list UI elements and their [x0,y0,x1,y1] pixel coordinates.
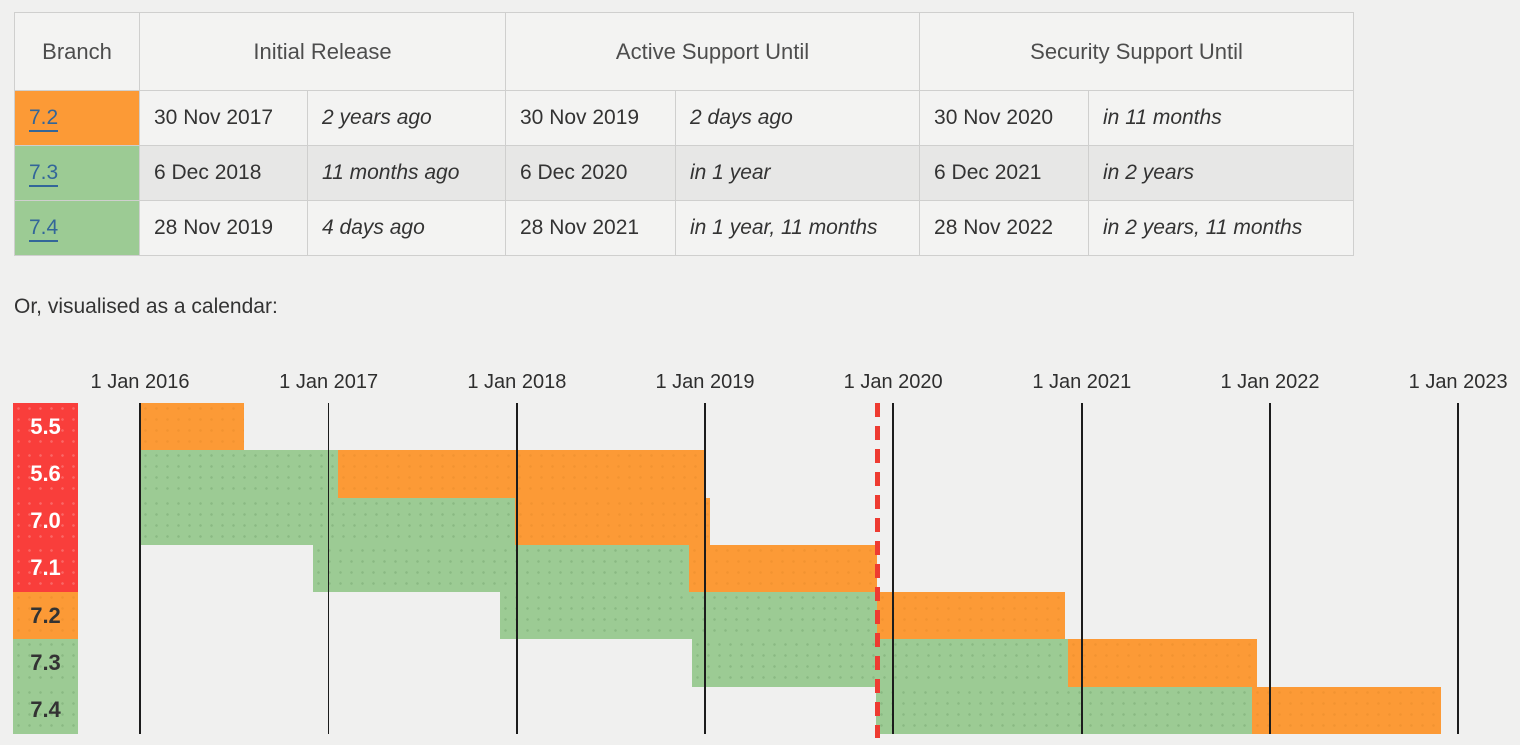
security-support-relative-cell: in 2 years, 11 months [1088,200,1355,256]
version-row-label-5.5: 5.5 [13,403,78,451]
security-support-relative-cell: in 2 years [1088,145,1355,201]
active-support-date-cell: 6 Dec 2020 [505,145,676,201]
gridline-1-Jan-2021 [1081,403,1083,734]
supported-versions-table: Branch Initial Release Active Support Un… [14,12,1355,256]
gridline-1-Jan-2019 [704,403,706,734]
security-support-relative-cell: in 11 months [1088,90,1355,146]
version-row-label-7.0: 7.0 [13,497,78,545]
bar-segment-7.0-active [140,497,515,545]
version-row-label-7.4: 7.4 [13,686,78,734]
gridline-1-Jan-2020 [892,403,894,734]
version-row-label-7.2: 7.2 [13,592,78,640]
branch-cell: 7.3 [14,145,140,201]
initial-release-date-cell: 28 Nov 2019 [139,200,308,256]
gridline-1-Jan-2022 [1269,403,1271,734]
axis-tick-label: 1 Jan 2021 [1032,371,1132,393]
bar-segment-5.6-security [337,450,705,498]
version-row-label-7.3: 7.3 [13,639,78,687]
table-row: 7.2 30 Nov 2017 2 years ago 30 Nov 2019 2 da… [14,90,1355,146]
axis-tick-label: 1 Jan 2020 [843,371,943,393]
table-row: 7.4 28 Nov 2019 4 days ago 28 Nov 2021 in 1 … [14,200,1355,256]
axis-tick-label: 1 Jan 2018 [467,371,567,393]
axis-tick-label: 1 Jan 2016 [90,371,190,393]
bar-segment-7.0-security [514,497,710,545]
gridline-1-Jan-2018 [516,403,518,734]
security-support-date-cell: 28 Nov 2022 [919,200,1090,256]
axis-tick-label: 1 Jan 2017 [279,371,379,393]
active-support-date-cell: 30 Nov 2019 [505,90,676,146]
bar-segment-7.3-security [1068,639,1257,687]
bar-segment-7.1-security [689,544,878,593]
bar-segment-7.1-active [312,544,689,593]
active-support-relative-cell: in 1 year [674,145,921,201]
bar-segment-5.6-active [140,450,338,498]
gridline-1-Jan-2016 [139,403,141,734]
initial-release-date-cell: 6 Dec 2018 [139,145,308,201]
axis-tick-label: 1 Jan 2019 [655,371,755,393]
initial-release-date-cell: 30 Nov 2017 [139,90,308,146]
initial-release-relative-cell: 2 years ago [307,90,506,146]
header-initial-release: Initial Release [139,12,506,91]
branch-link[interactable]: 7.3 [29,161,59,187]
gridline-1-Jan-2023 [1457,403,1459,734]
header-branch: Branch [14,12,140,91]
active-support-relative-cell: 2 days ago [674,90,921,146]
gridline-1-Jan-2017 [327,403,330,734]
table-header-row: Branch Initial Release Active Support Un… [14,12,1355,91]
security-support-date-cell: 30 Nov 2020 [919,90,1090,146]
header-security-support-until: Security Support Until [919,12,1355,91]
calendar-caption: Or, visualised as a calendar: [14,295,278,318]
version-row-label-7.1: 7.1 [13,544,78,593]
axis-tick-label: 1 Jan 2023 [1408,371,1508,393]
bar-segment-5.5-security [140,403,245,451]
bar-segment-7.4-active [875,686,1253,734]
branch-link[interactable]: 7.4 [29,216,59,242]
today-marker-line [875,403,881,738]
bar-segment-7.4-security [1252,686,1441,734]
version-row-label-5.6: 5.6 [13,450,78,498]
security-support-date-cell: 6 Dec 2021 [919,145,1090,201]
initial-release-relative-cell: 4 days ago [307,200,506,256]
branch-link[interactable]: 7.2 [29,106,59,132]
active-support-relative-cell: in 1 year, 11 months [674,200,921,256]
initial-release-relative-cell: 11 months ago [307,145,506,201]
table-row: 7.3 6 Dec 2018 11 months ago 6 Dec 2020 in 1… [14,145,1355,201]
axis-tick-label: 1 Jan 2022 [1220,371,1320,393]
bar-segment-7.2-active [500,592,877,640]
bar-segment-7.2-security [876,592,1066,640]
active-support-date-cell: 28 Nov 2021 [505,200,676,256]
